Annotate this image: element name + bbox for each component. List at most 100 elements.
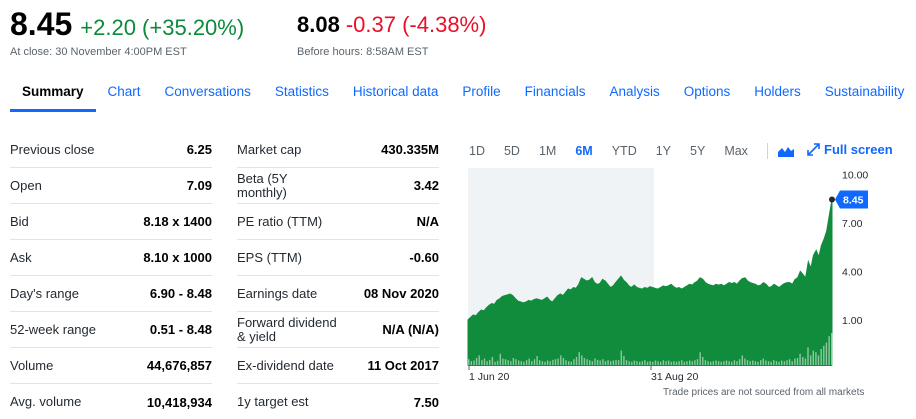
mountain-chart-icon[interactable] xyxy=(777,145,794,157)
range-divider xyxy=(766,143,768,159)
volume-bar xyxy=(683,361,686,365)
summary-stats-left: Previous close 6.25 Open 7.09 Bid 8.18 x 14… xyxy=(10,132,212,419)
volume-bar xyxy=(815,352,817,365)
tab-analysis[interactable]: Analysis xyxy=(609,84,660,99)
volume-bar xyxy=(783,361,786,365)
volume-bar xyxy=(762,358,764,365)
quote-price: 8.45 xyxy=(10,6,73,42)
volume-bar xyxy=(696,359,699,365)
volume-bar xyxy=(752,360,754,365)
volume-bar xyxy=(557,358,559,365)
tab-summary[interactable]: Summary xyxy=(10,84,96,112)
price-chart[interactable]: 10.00 7.00 4.00 1.00 1 Jun 20 31 Aug 20 8.45 xyxy=(465,162,905,384)
volume-bar xyxy=(812,350,814,365)
stat-row-open: Open 7.09 xyxy=(10,168,212,204)
volume-bar xyxy=(473,360,475,365)
stat-label: Previous close xyxy=(10,141,95,157)
stat-value: -0.60 xyxy=(409,250,439,265)
fullscreen-button[interactable]: Full screen xyxy=(807,142,893,157)
volume-bar xyxy=(573,359,575,365)
tab-statistics[interactable]: Statistics xyxy=(274,84,329,99)
tab-conversations[interactable]: Conversations xyxy=(164,84,251,99)
volume-bar xyxy=(665,361,667,365)
volume-bar xyxy=(544,361,546,365)
volume-bar xyxy=(596,359,599,365)
x-tick-label: 1 Jun 20 xyxy=(469,371,509,383)
volume-bar xyxy=(738,359,741,365)
volume-bar xyxy=(633,360,636,365)
volume-bar xyxy=(767,361,770,365)
volume-bar xyxy=(731,361,733,365)
volume-bar xyxy=(552,359,554,365)
x-tick-label: 31 Aug 20 xyxy=(651,371,698,383)
volume-bar xyxy=(810,355,812,365)
volume-bar xyxy=(594,358,596,365)
tab-holders[interactable]: Holders xyxy=(754,84,801,99)
volume-bar xyxy=(612,360,615,365)
volume-bar xyxy=(649,361,651,365)
tab-historical-data[interactable]: Historical data xyxy=(352,84,439,99)
volume-bar xyxy=(710,361,712,365)
stat-value: 7.09 xyxy=(186,178,212,193)
volume-bar xyxy=(639,361,641,365)
tab-chart[interactable]: Chart xyxy=(107,84,141,99)
premarket-price: 8.08 xyxy=(297,12,340,37)
stat-value: N/A (N/A) xyxy=(382,322,439,337)
range-5y[interactable]: 5Y xyxy=(690,144,706,158)
volume-bar xyxy=(554,359,557,365)
stat-value: 8.18 x 1400 xyxy=(143,214,212,229)
volume-bar xyxy=(723,361,725,365)
volume-bar xyxy=(470,361,472,365)
volume-bar xyxy=(657,361,659,365)
volume-bar xyxy=(725,360,728,365)
volume-bar xyxy=(799,353,801,365)
volume-bar xyxy=(483,358,486,365)
volume-bar xyxy=(494,361,496,365)
range-ytd[interactable]: YTD xyxy=(611,144,637,158)
volume-bar xyxy=(828,336,830,365)
stat-value: 430.335M xyxy=(381,142,439,157)
volume-bar xyxy=(546,360,549,365)
volume-bar xyxy=(560,355,562,365)
tab-options[interactable]: Options xyxy=(683,84,731,99)
range-5d[interactable]: 5D xyxy=(503,144,520,158)
volume-bar xyxy=(670,361,672,365)
current-price-label: 8.45 xyxy=(843,195,864,207)
volume-bar xyxy=(804,358,807,365)
volume-bar xyxy=(523,361,525,365)
volume-bar xyxy=(770,361,772,365)
volume-bar xyxy=(541,361,544,365)
stat-value: 8.10 x 1000 xyxy=(143,250,212,265)
range-max[interactable]: Max xyxy=(724,144,748,158)
range-6m[interactable]: 6M xyxy=(575,144,593,158)
range-1y[interactable]: 1Y xyxy=(655,144,672,158)
volume-bar xyxy=(775,361,778,365)
volume-bar xyxy=(575,357,578,365)
volume-bar xyxy=(620,350,622,365)
tab-financials[interactable]: Financials xyxy=(524,84,586,99)
range-1d[interactable]: 1D xyxy=(469,144,485,158)
volume-bar xyxy=(736,361,738,365)
range-1m[interactable]: 1M xyxy=(538,144,557,158)
stat-value: 44,676,857 xyxy=(146,358,212,373)
stat-row-bid: Bid 8.18 x 1400 xyxy=(10,204,212,240)
stat-row-previous-close: Previous close 6.25 xyxy=(10,132,212,168)
volume-bar xyxy=(712,361,714,365)
volume-bar xyxy=(512,358,515,365)
volume-bar xyxy=(636,361,638,365)
stat-row-ask: Ask 8.10 x 1000 xyxy=(10,240,212,276)
tab-sustainability[interactable]: Sustainability xyxy=(824,84,905,99)
stat-row-52-week-range: 52-week range 0.51 - 8.48 xyxy=(10,312,212,348)
stat-value: 11 Oct 2017 xyxy=(367,358,439,373)
stat-row-days-range: Day's range 6.90 - 8.48 xyxy=(10,276,212,312)
volume-bar xyxy=(539,360,541,365)
tab-profile[interactable]: Profile xyxy=(462,84,501,99)
volume-bar xyxy=(749,361,751,365)
volume-bar xyxy=(715,360,717,365)
stat-value: 0.51 - 8.48 xyxy=(149,322,212,337)
volume-bar xyxy=(499,353,501,365)
stat-row-beta: Beta (5Y monthly) 3.42 xyxy=(237,168,439,204)
stat-label: Bid xyxy=(10,213,29,229)
stat-label: Earnings date xyxy=(237,285,318,301)
volume-bar xyxy=(788,359,791,365)
